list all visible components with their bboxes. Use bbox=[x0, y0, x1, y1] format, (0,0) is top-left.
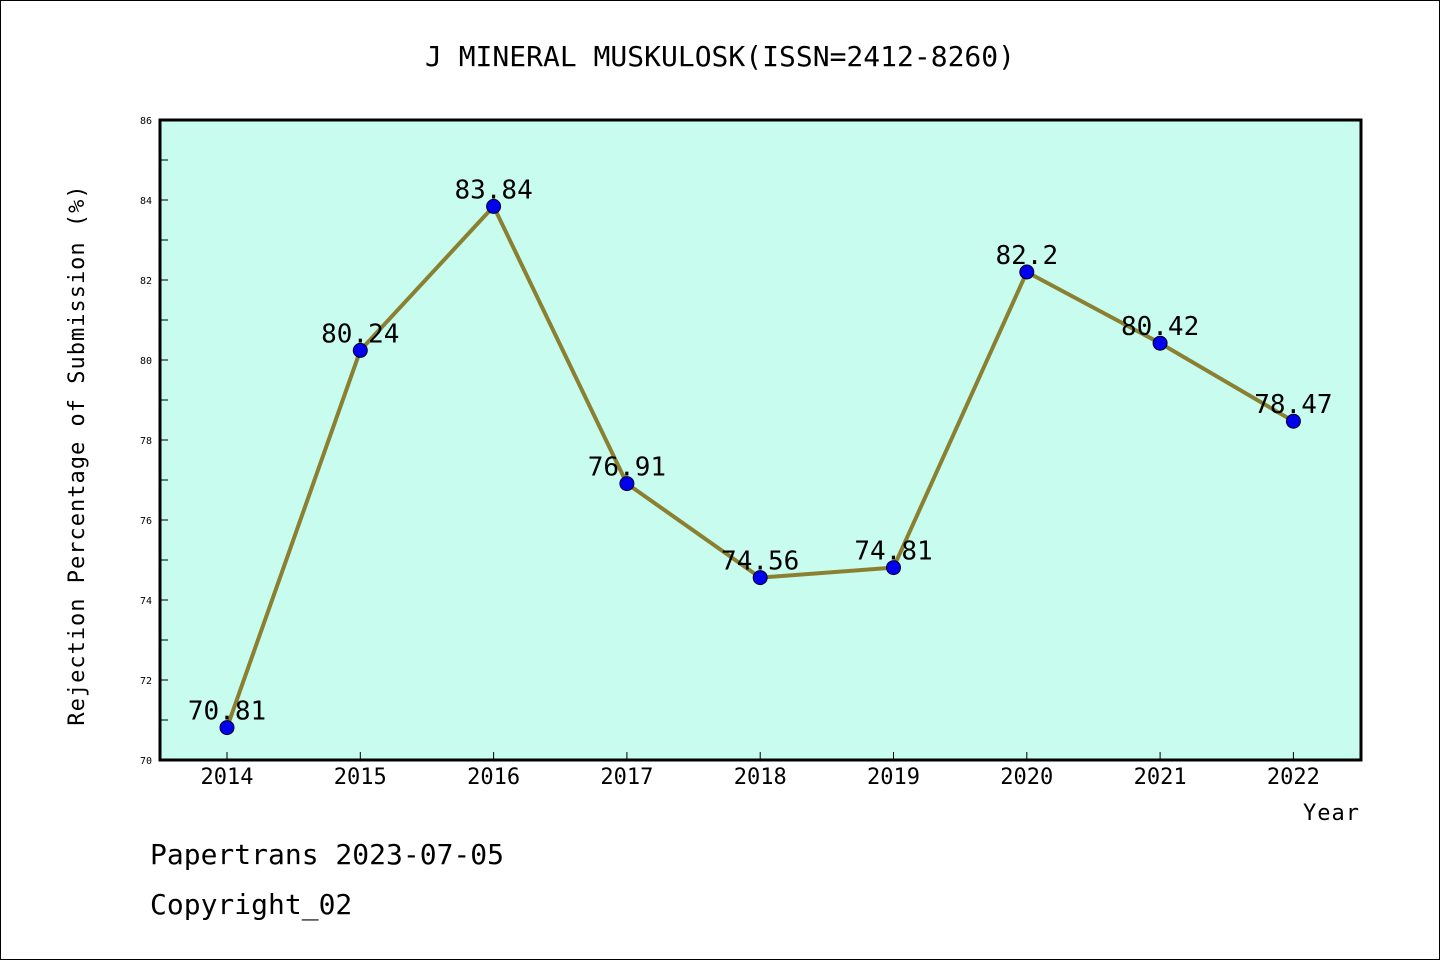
y-tick-label: 72 bbox=[140, 676, 152, 687]
y-tick-label: 74 bbox=[140, 596, 152, 607]
data-point bbox=[752, 570, 768, 586]
x-tick-label: 2018 bbox=[734, 765, 787, 790]
data-label: 78.47 bbox=[1254, 390, 1332, 420]
x-tick-label: 2016 bbox=[467, 765, 520, 790]
y-tick-label: 78 bbox=[140, 436, 152, 447]
footer-copyright: Copyright_02 bbox=[150, 888, 352, 922]
x-tick-label: 2014 bbox=[201, 765, 254, 790]
data-label: 74.81 bbox=[854, 537, 932, 567]
data-point bbox=[619, 476, 635, 492]
y-tick-label: 80 bbox=[140, 356, 152, 367]
data-label: 74.56 bbox=[721, 547, 799, 577]
x-tick-label: 2019 bbox=[867, 765, 920, 790]
data-labels-group: 70.81 80.24 83.84 76.91 74.56 74.81 82.2 80.42 7… bbox=[188, 175, 1333, 726]
data-label: 82.2 bbox=[995, 241, 1058, 271]
y-tick-label: 86 bbox=[140, 116, 152, 127]
y-axis: 70 72 74 76 78 80 82 84 86 bbox=[140, 116, 168, 767]
x-tick-label: 2022 bbox=[1267, 765, 1320, 790]
footer-date: Papertrans 2023-07-05 bbox=[150, 838, 504, 871]
x-tick-label: 2017 bbox=[600, 765, 653, 790]
data-point bbox=[219, 720, 235, 736]
data-point bbox=[1152, 335, 1168, 351]
data-label: 83.84 bbox=[454, 175, 532, 205]
chart-title: J MINERAL MUSKULOSK(ISSN=2412-8260) bbox=[425, 40, 1015, 73]
x-axis-label: Year bbox=[1303, 801, 1360, 826]
y-tick-label: 76 bbox=[140, 516, 152, 527]
x-tick-label: 2021 bbox=[1134, 765, 1187, 790]
data-label: 80.24 bbox=[321, 319, 399, 349]
data-point bbox=[1019, 264, 1035, 280]
data-point bbox=[1285, 413, 1301, 429]
x-axis: 2014 2015 2016 2017 2018 2019 2020 2021 2022 bbox=[201, 752, 1320, 790]
y-tick-label: 70 bbox=[140, 756, 152, 767]
data-label: 76.91 bbox=[588, 453, 666, 483]
y-tick-label: 82 bbox=[140, 276, 152, 287]
data-point bbox=[486, 198, 502, 214]
data-point bbox=[886, 560, 901, 576]
data-label: 80.42 bbox=[1121, 312, 1199, 342]
plot-area bbox=[158, 118, 1363, 762]
series-group bbox=[219, 198, 1301, 736]
data-point bbox=[352, 342, 368, 358]
x-tick-label: 2015 bbox=[334, 765, 387, 790]
y-axis-label: Rejection Percentage of Submission (%) bbox=[65, 184, 90, 725]
x-tick-label: 2020 bbox=[1000, 765, 1053, 790]
data-label: 70.81 bbox=[188, 697, 266, 727]
y-tick-label: 84 bbox=[140, 196, 152, 207]
